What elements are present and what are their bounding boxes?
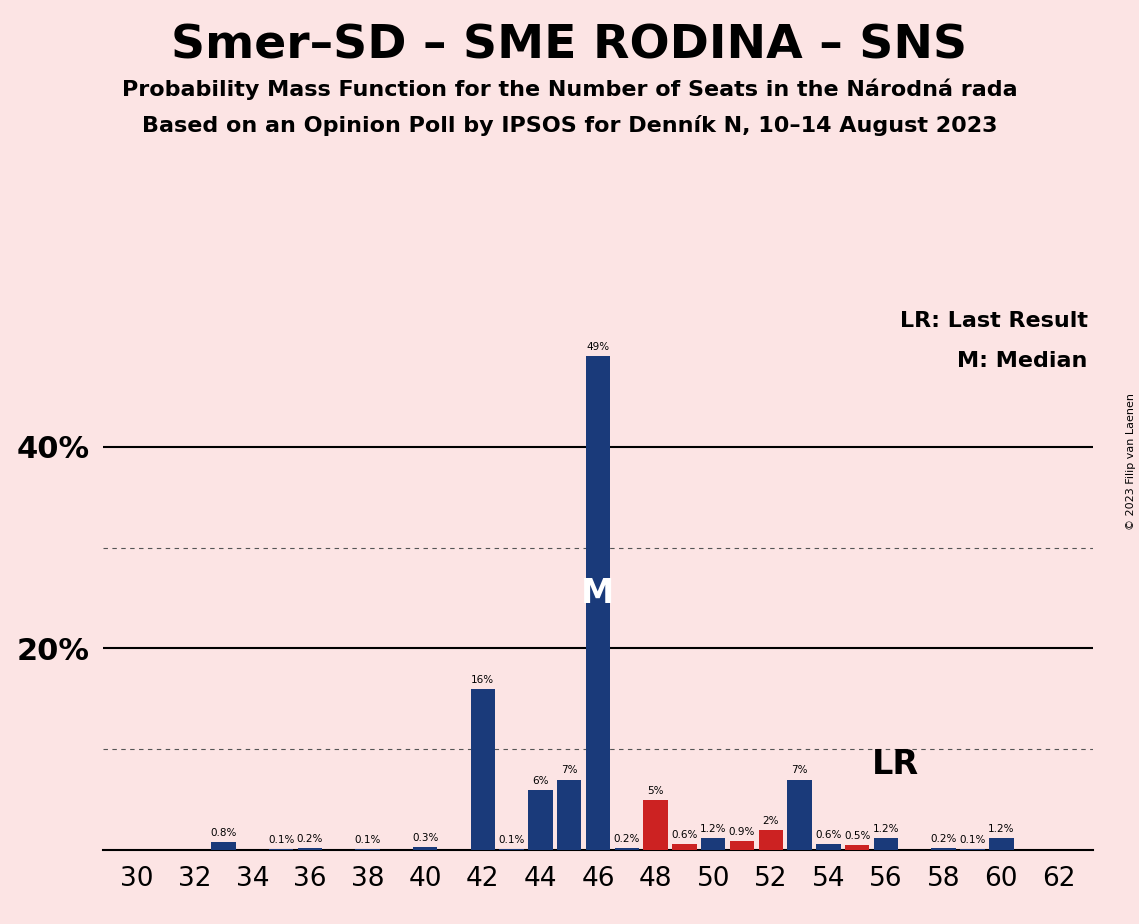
Text: 1.2%: 1.2% (700, 824, 727, 834)
Text: 1.2%: 1.2% (988, 824, 1015, 834)
Text: Based on an Opinion Poll by IPSOS for Denník N, 10–14 August 2023: Based on an Opinion Poll by IPSOS for De… (141, 116, 998, 137)
Text: 0.5%: 0.5% (844, 831, 870, 841)
Text: 0.2%: 0.2% (297, 834, 323, 844)
Bar (297, 848, 322, 850)
Text: 5%: 5% (647, 785, 664, 796)
Text: 7%: 7% (560, 765, 577, 775)
Bar (845, 845, 869, 850)
Text: 0.8%: 0.8% (211, 828, 237, 838)
Text: 0.6%: 0.6% (671, 830, 697, 840)
Text: 7%: 7% (792, 765, 808, 775)
Bar (672, 844, 697, 850)
Bar (644, 799, 667, 850)
Bar (730, 841, 754, 850)
Text: M: M (581, 577, 615, 610)
Text: 0.2%: 0.2% (614, 834, 640, 844)
Bar (269, 849, 294, 850)
Bar (499, 849, 524, 850)
Text: Smer–SD – SME RODINA – SNS: Smer–SD – SME RODINA – SNS (172, 23, 967, 68)
Bar (585, 356, 611, 850)
Text: 0.3%: 0.3% (412, 833, 439, 843)
Text: M: Median: M: Median (957, 351, 1088, 371)
Bar (557, 780, 581, 850)
Bar (528, 790, 552, 850)
Bar (989, 838, 1014, 850)
Text: 0.9%: 0.9% (729, 827, 755, 837)
Bar (211, 842, 236, 850)
Text: 49%: 49% (587, 342, 609, 352)
Text: 0.2%: 0.2% (931, 834, 957, 844)
Bar (932, 848, 956, 850)
Bar (470, 688, 495, 850)
Bar (817, 844, 841, 850)
Text: Probability Mass Function for the Number of Seats in the Národná rada: Probability Mass Function for the Number… (122, 79, 1017, 100)
Text: 2%: 2% (763, 816, 779, 826)
Bar (759, 830, 782, 850)
Bar (874, 838, 899, 850)
Text: 1.2%: 1.2% (872, 824, 900, 834)
Text: 0.1%: 0.1% (959, 835, 985, 845)
Bar (960, 849, 985, 850)
Bar (615, 848, 639, 850)
Text: 0.6%: 0.6% (816, 830, 842, 840)
Text: © 2023 Filip van Laenen: © 2023 Filip van Laenen (1125, 394, 1136, 530)
Text: 0.1%: 0.1% (354, 835, 380, 845)
Text: 16%: 16% (472, 675, 494, 685)
Bar (787, 780, 812, 850)
Bar (700, 838, 726, 850)
Bar (413, 847, 437, 850)
Text: 0.1%: 0.1% (499, 835, 525, 845)
Text: 0.1%: 0.1% (268, 835, 294, 845)
Bar (355, 849, 379, 850)
Text: LR: Last Result: LR: Last Result (900, 310, 1088, 331)
Text: LR: LR (871, 748, 919, 781)
Text: 6%: 6% (532, 775, 549, 785)
